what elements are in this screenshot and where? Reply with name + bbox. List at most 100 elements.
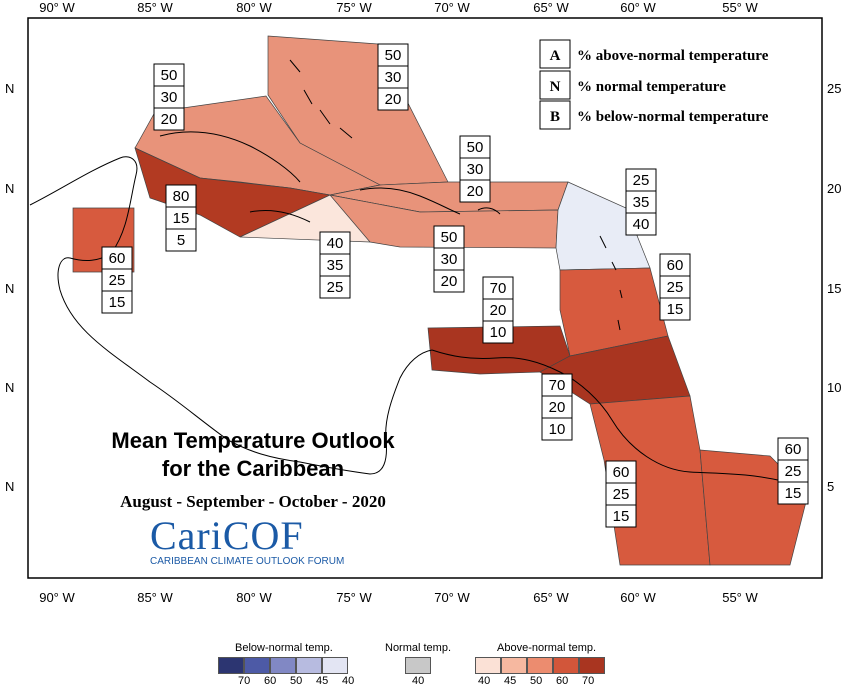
colorbar-above-tick: 70 (582, 675, 595, 687)
key-box (539, 39, 571, 69)
probability-box: 50 30 20 (377, 43, 409, 111)
lon-tick-label: 80° W (236, 590, 272, 605)
lat-tick-label: N (5, 181, 14, 196)
lat-tick-label: 5 (827, 479, 834, 494)
lon-axis-bottom: 90° W 85° W 80° W 75° W 70° W 65° W 60° … (39, 590, 758, 605)
lon-tick-label: 65° W (533, 0, 569, 15)
probability-above: 60 (613, 464, 630, 481)
colorbar-normal-swatch (405, 657, 431, 674)
lat-tick-label: N (5, 479, 14, 494)
probability-below: 5 (177, 232, 185, 249)
probability-box: 60 25 15 (605, 460, 637, 528)
probability-cell (482, 320, 514, 344)
probability-below: 15 (667, 301, 684, 318)
probability-box: 50 30 20 (153, 63, 185, 131)
lon-tick-label: 65° W (533, 590, 569, 605)
lon-tick-label: 80° W (236, 0, 272, 15)
lat-tick-label: 25 (827, 81, 841, 96)
lon-tick-label: 60° W (620, 590, 656, 605)
colorbar-above-swatch (475, 657, 501, 674)
lat-tick-label: N (5, 380, 14, 395)
probability-box: 50 30 20 (459, 135, 491, 203)
probability-above: 50 (385, 47, 402, 64)
colorbar-above-swatch (579, 657, 605, 674)
probability-below: 40 (633, 216, 650, 233)
key-desc-normal: % normal temperature (577, 79, 726, 95)
colorbar-below-swatch (270, 657, 296, 674)
colorbar-below-swatch (296, 657, 322, 674)
key-box (539, 100, 571, 130)
lat-tick-label: N (5, 81, 14, 96)
probability-normal: 15 (173, 210, 190, 227)
outlook-period: August - September - October - 2020 (120, 492, 386, 511)
lon-tick-label: 85° W (137, 590, 173, 605)
colorbar-below-swatch (322, 657, 348, 674)
colorbar-above-tick: 50 (530, 675, 543, 687)
colorbar-below-tick: 45 (316, 675, 329, 687)
probability-below: 10 (490, 324, 507, 341)
key-code-above: A (550, 48, 561, 64)
colorbar-above-label: Above-normal temp. (497, 642, 597, 654)
probability-normal: 25 (109, 272, 126, 289)
probability-key: A N B % above-normal temperature % norma… (539, 39, 769, 130)
lon-tick-label: 90° W (39, 0, 75, 15)
probability-normal: 35 (327, 257, 344, 274)
lat-axis-left: N N N N N (5, 81, 14, 494)
probability-below: 15 (109, 294, 126, 311)
lat-tick-label: 20 (827, 181, 841, 196)
probability-normal: 30 (467, 161, 484, 178)
lon-tick-label: 75° W (336, 590, 372, 605)
probability-above: 50 (161, 67, 178, 84)
colorbar-above-tick: 45 (504, 675, 517, 687)
coastlines (29, 59, 809, 489)
probability-below: 15 (785, 485, 802, 502)
probability-normal: 20 (490, 302, 507, 319)
probability-above: 60 (785, 441, 802, 458)
probability-box: 60 25 15 (659, 253, 691, 321)
probability-cell (101, 290, 133, 314)
probability-above: 60 (109, 250, 126, 267)
lat-tick-label: N (5, 281, 14, 296)
probability-below: 20 (441, 273, 458, 290)
colorbar-above-swatch (527, 657, 553, 674)
probability-box: 70 20 10 (541, 373, 573, 441)
probability-below: 15 (613, 508, 630, 525)
probability-below: 10 (549, 421, 566, 438)
probability-box: 60 25 15 (101, 246, 133, 314)
probability-normal: 25 (785, 463, 802, 480)
lon-axis-top: 90° W 85° W 80° W 75° W 70° W 65° W 60° … (39, 0, 758, 15)
lon-tick-label: 75° W (336, 0, 372, 15)
lon-tick-label: 70° W (434, 0, 470, 15)
lon-tick-label: 55° W (722, 0, 758, 15)
lon-tick-label: 90° W (39, 590, 75, 605)
probability-above: 25 (633, 172, 650, 189)
probability-box: 50 30 20 (433, 225, 465, 293)
colorbar-below-label: Below-normal temp. (235, 642, 333, 654)
colorbar-below-tick: 60 (264, 675, 277, 687)
probability-cell (605, 504, 637, 528)
probability-cell (377, 87, 409, 111)
probability-above: 60 (667, 257, 684, 274)
probability-below: 20 (161, 111, 178, 128)
lat-axis-right: 25 20 15 10 5 (827, 81, 841, 494)
probability-above: 70 (549, 377, 566, 394)
probability-above: 50 (441, 229, 458, 246)
key-code-below: B (550, 109, 560, 125)
probability-above: 70 (490, 280, 507, 297)
colorbar-above-tick: 60 (556, 675, 569, 687)
lat-tick-label: 15 (827, 281, 841, 296)
probability-normal: 25 (613, 486, 630, 503)
probability-box: 70 20 10 (482, 276, 514, 344)
probability-normal: 35 (633, 194, 650, 211)
lon-tick-label: 70° W (434, 590, 470, 605)
key-box (539, 70, 571, 100)
probability-normal: 30 (161, 89, 178, 106)
colorbar-below-swatch (218, 657, 244, 674)
colorbar-below-swatch (244, 657, 270, 674)
probability-above: 50 (467, 139, 484, 156)
probability-cell (319, 275, 351, 299)
lon-tick-label: 60° W (620, 0, 656, 15)
probability-cell (659, 297, 691, 321)
